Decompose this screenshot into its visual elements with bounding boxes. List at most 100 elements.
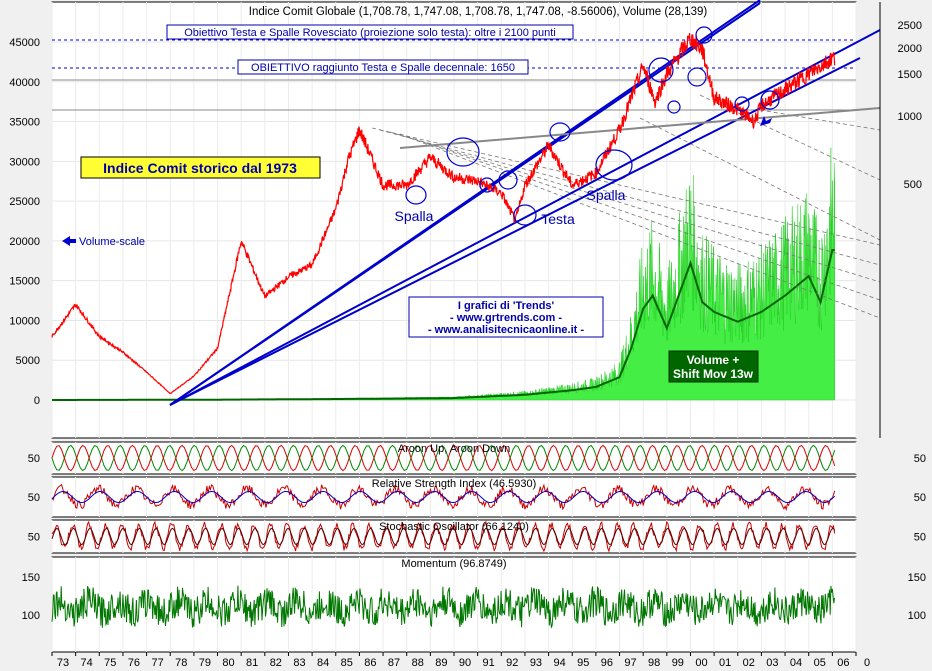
x-tick-label: 92 [506,657,518,669]
projection-line [699,94,881,181]
left-axis-tick: 35000 [9,117,40,129]
left-axis-tick: 45000 [9,37,40,49]
x-tick-label: 88 [412,657,424,669]
volume-box [668,350,759,383]
x-tick-label: 06 [837,657,849,669]
pattern-circle [687,67,707,87]
x-tick-label: 75 [104,657,116,669]
indicator-panels: Aroon Up, Aroon Down 50 50 Relative Strengt… [22,443,926,629]
x-tick-label: 81 [246,657,258,669]
x-tick-label: 82 [270,657,282,669]
indicator-title: Aroon Up, Aroon Down [398,443,511,455]
pattern-circle [595,149,633,181]
right-axis-tick: 1000 [898,111,922,123]
x-tick-label: 77 [151,657,163,669]
x-tick-label: 98 [648,657,660,669]
spalla-label-left: Spalla [395,208,434,224]
projection-line [379,129,881,266]
target-1-text: Obiettivo Testa e Spalle Rovesciato (pro… [184,27,556,39]
right-axis-tick: 2000 [898,43,922,55]
x-tick-label: 87 [388,657,400,669]
indicator-right-tick: 50 [914,532,926,544]
aroon-up-line [51,444,836,472]
indicator-right-tick: 50 [914,453,926,465]
aroon-down-line [51,444,836,472]
price-line [51,33,836,395]
indicator-title: Relative Strength Index (46.5930) [372,478,537,490]
x-tick-label: 89 [435,657,447,669]
volume-box-line-2: Shift Mov 13w [673,367,754,381]
left-axis-tick: 0 [34,395,40,407]
projection-line [371,127,881,246]
arrow-up-icon [760,116,772,126]
x-tick-label: 0 [864,657,870,669]
indicator-title: Stochastic Oscillator (66.1240) [379,521,529,533]
left-axis-tick: 25000 [9,196,40,208]
pattern-circle [513,204,537,226]
inner-title: Indice Comit storico dal 1973 [103,160,297,176]
trendline [169,29,881,406]
x-tick-label: 04 [790,657,802,669]
x-tick-label: 79 [199,657,211,669]
target-2-text: OBIETTIVO raggiunto Testa e Spalle decen… [251,62,515,74]
indicator-right-tick: 50 [914,492,926,504]
volume-box-line-1: Volume + [687,353,740,367]
indicator-right-tick: 100 [908,610,926,622]
indicator-left-tick: 100 [22,610,40,622]
volume-scale-label: Volume-scale [79,236,145,248]
right-axis-tick: 1500 [898,69,922,81]
x-tick-label: 74 [81,657,93,669]
projection-line [389,131,881,283]
axes-layer: 0500010000150002000025000300003500040000… [9,2,922,669]
pattern-circles [405,26,780,226]
x-tick-label: 01 [719,657,731,669]
chart-title: Indice Comit Globale (1,708.78, 1,747.08… [249,6,708,18]
oscillator-line [51,483,836,512]
pattern-circle [734,96,750,112]
target-2-box [237,59,529,75]
x-tick-label: 99 [672,657,684,669]
projection-lines [371,94,881,319]
price-layer [51,33,836,395]
projection-line [399,133,881,301]
trends-box [408,296,604,338]
right-axis-tick: 2500 [898,20,922,32]
left-axis-tick: 20000 [9,236,40,248]
indicator-left-tick: 50 [28,453,40,465]
pattern-circle [479,177,495,193]
x-tick-label: 85 [341,657,353,669]
x-tick-label: 86 [364,657,376,669]
right-axis-tick: 500 [904,179,922,191]
x-tick-label: 73 [57,657,69,669]
indicator-left-tick: 50 [28,492,40,504]
oscillator-signal-line [51,527,836,546]
testa-label: Testa [541,211,575,227]
x-tick-label: 05 [814,657,826,669]
pattern-circle [498,170,518,190]
momentum-line [51,585,835,629]
inner-title-box [80,156,321,179]
left-axis-tick: 40000 [9,77,40,89]
x-tick-label: 84 [317,657,329,669]
x-tick-label: 02 [743,657,755,669]
arrow-left-icon [62,236,76,246]
target-1-box [166,24,574,40]
indicator-left-tick: 150 [22,572,40,584]
x-tick-label: 03 [766,657,778,669]
grey-trendline [399,107,881,149]
trendline [169,2,761,406]
left-axis-tick: 10000 [9,315,40,327]
x-tick-label: 94 [553,657,565,669]
x-tick-label: 78 [175,657,187,669]
trends-line-1: I grafici di 'Trends' [458,300,555,312]
indicator-right-tick: 150 [908,572,926,584]
left-axis-tick: 5000 [16,355,40,367]
pattern-circle [648,57,674,83]
x-tick-label: 96 [601,657,613,669]
x-tick-label: 80 [222,657,234,669]
projection-line [639,117,881,241]
pattern-circle [695,26,713,44]
left-axis-tick: 15000 [9,276,40,288]
oscillator-signal-line [51,490,836,504]
